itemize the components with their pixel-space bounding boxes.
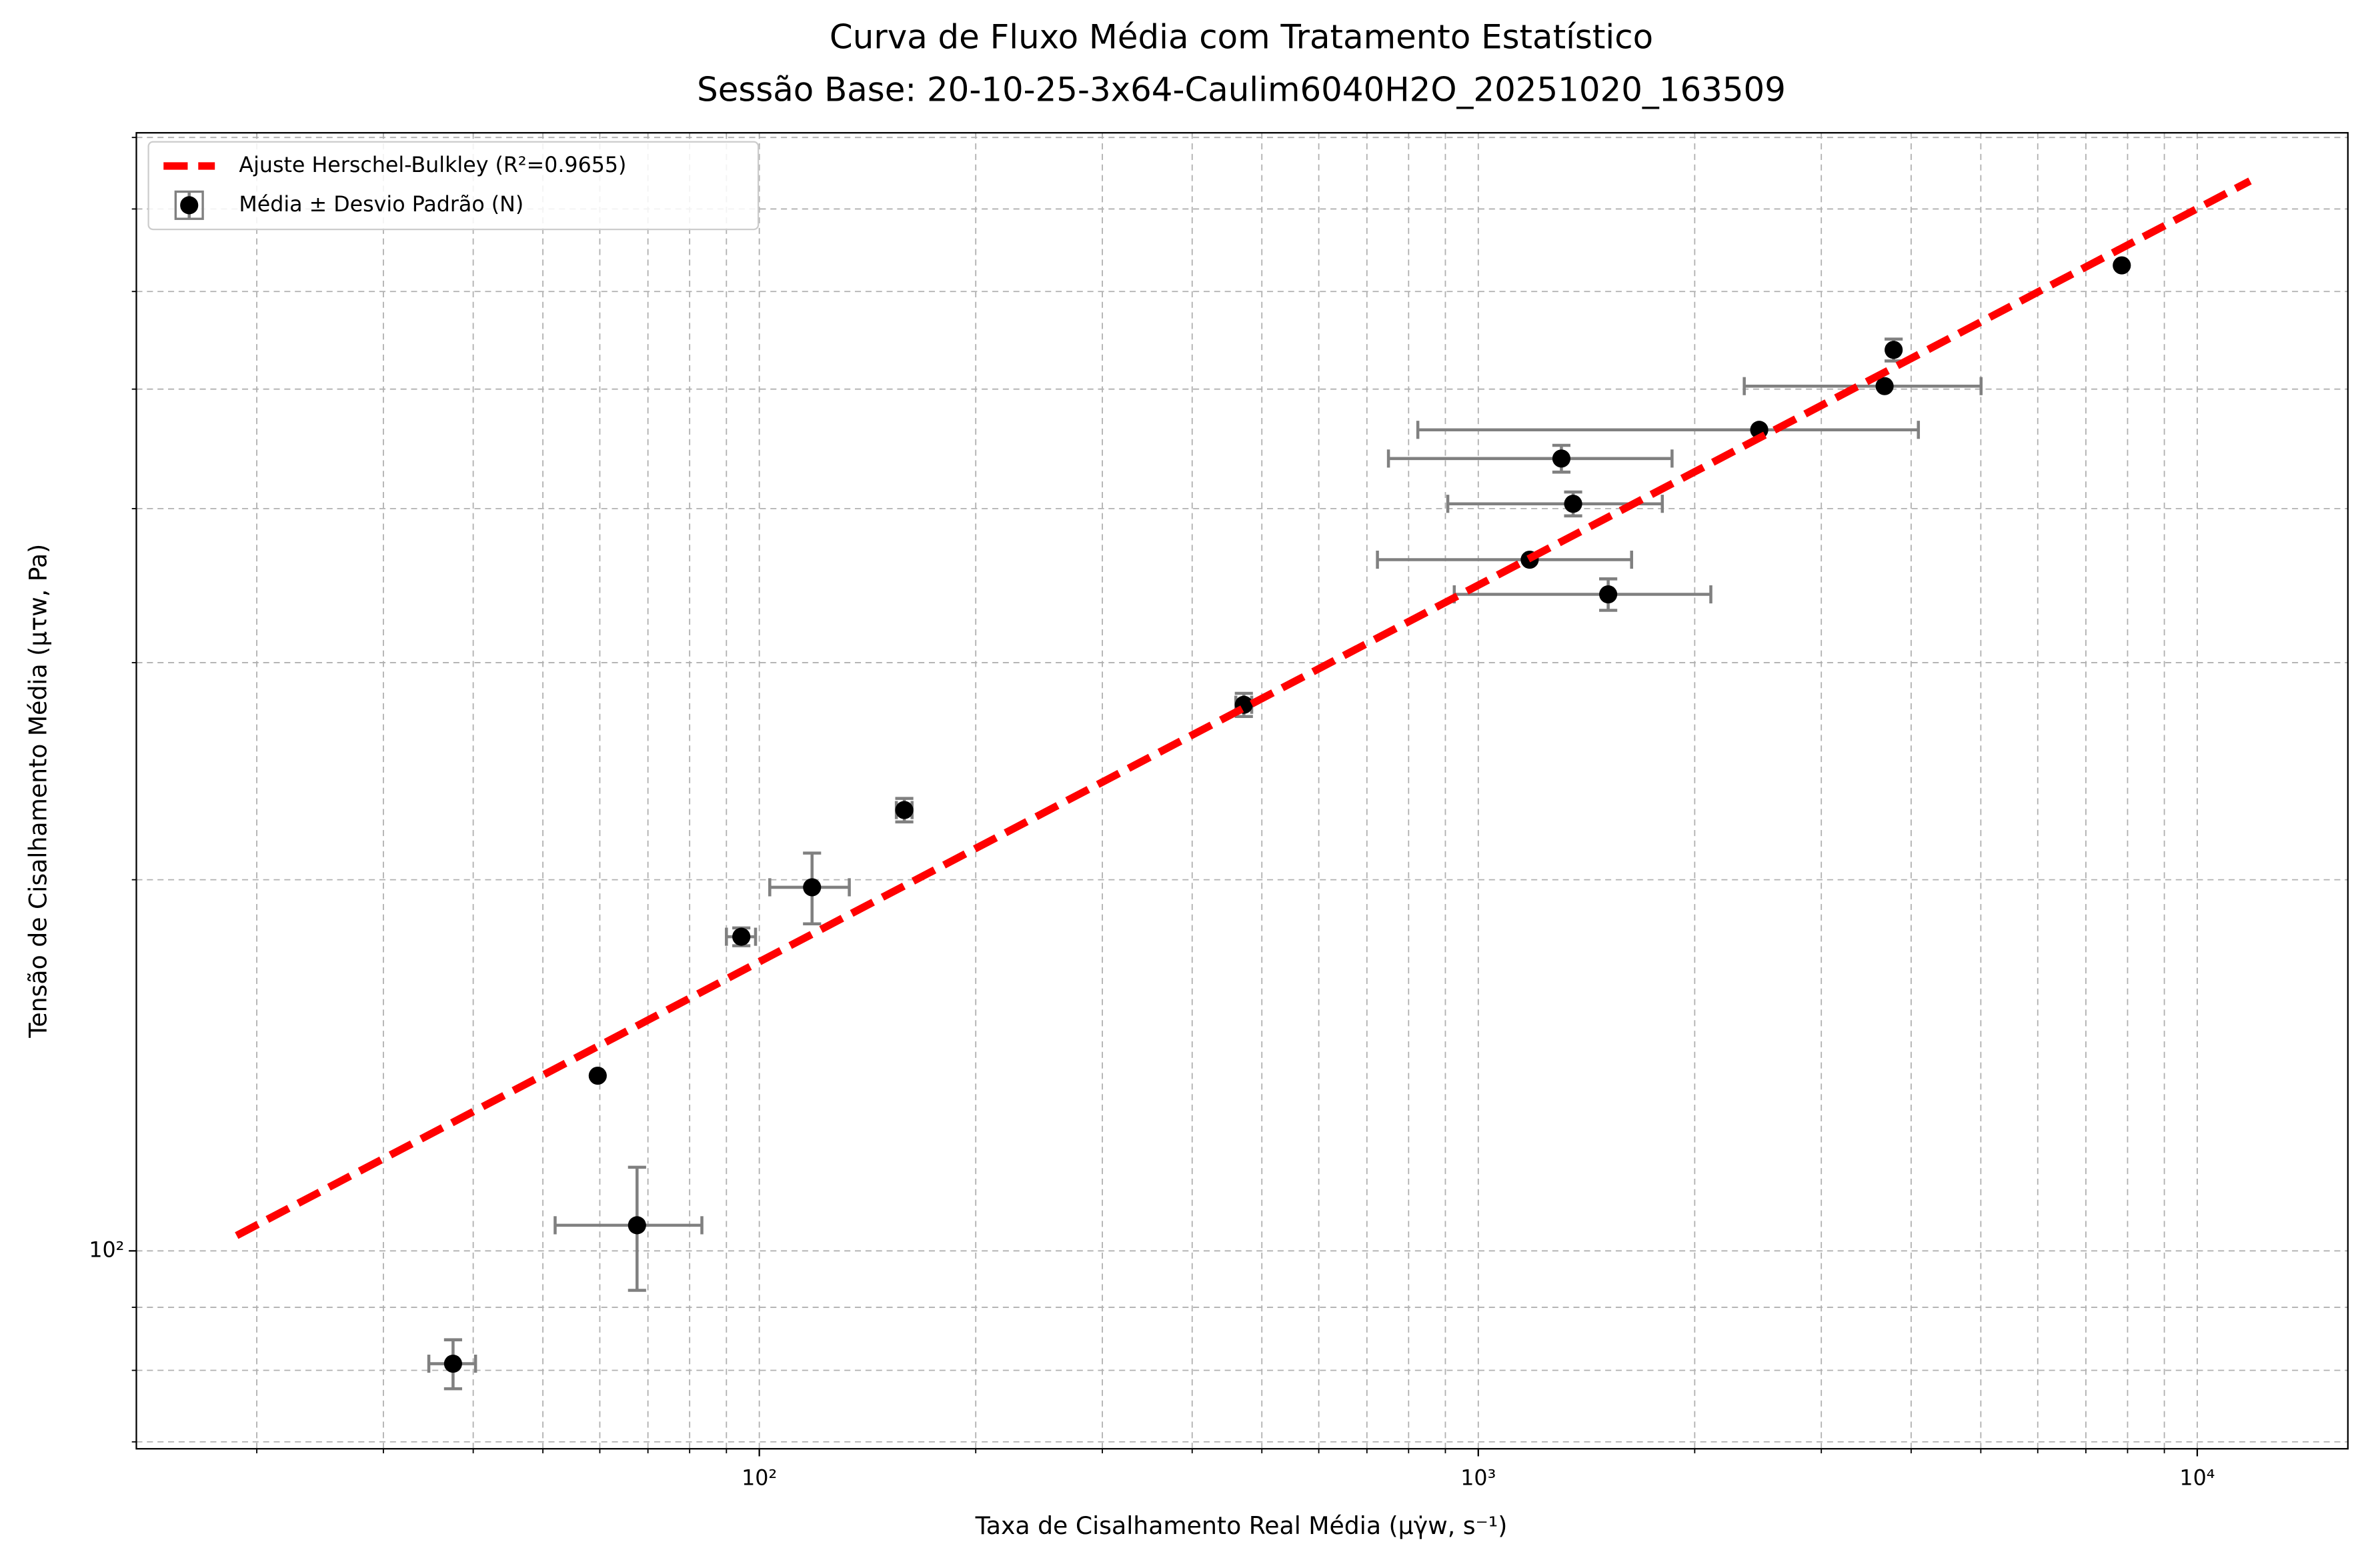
point [1552,449,1571,468]
y-tick-label: 10² [89,1238,124,1262]
x-error-bar [1386,449,1674,468]
chart-subtitle: Sessão Base: 20-10-25-3x64-Caulim6040H2O… [697,71,1786,109]
legend-box [147,141,760,231]
point [1599,585,1618,604]
point [1875,377,1894,395]
legend-swatch [180,196,199,215]
x-error-bar [1742,377,1983,395]
point [895,801,914,819]
point [1564,495,1582,513]
point [443,1354,462,1373]
point [2113,256,2131,275]
point [588,1066,607,1085]
legend-swatch [174,190,204,220]
point [1885,341,1903,359]
legend-label: Média ± Desvio Padrão (N) [239,193,523,217]
plot-frame [135,132,2349,1450]
point [803,878,822,897]
y-axis-label: Tensão de Cisalhamento Média (μτw, Pa) [24,544,53,1039]
x-error-bar [1416,421,1921,439]
point [628,1216,646,1235]
x-tick-label: 10³ [1460,1466,1496,1490]
legend-label: Ajuste Herschel-Bulkley (R²=0.9655) [239,153,626,177]
x-error-bar [1376,550,1633,569]
chart-title: Curva de Fluxo Média com Tratamento Esta… [830,17,1653,56]
x-axis-label: Taxa de Cisalhamento Real Média (μγ̇w, s… [975,1511,1508,1540]
x-tick-label: 10⁴ [2179,1466,2215,1490]
point [732,927,751,946]
x-tick-label: 10² [742,1466,777,1490]
fit-line [235,177,2252,1239]
